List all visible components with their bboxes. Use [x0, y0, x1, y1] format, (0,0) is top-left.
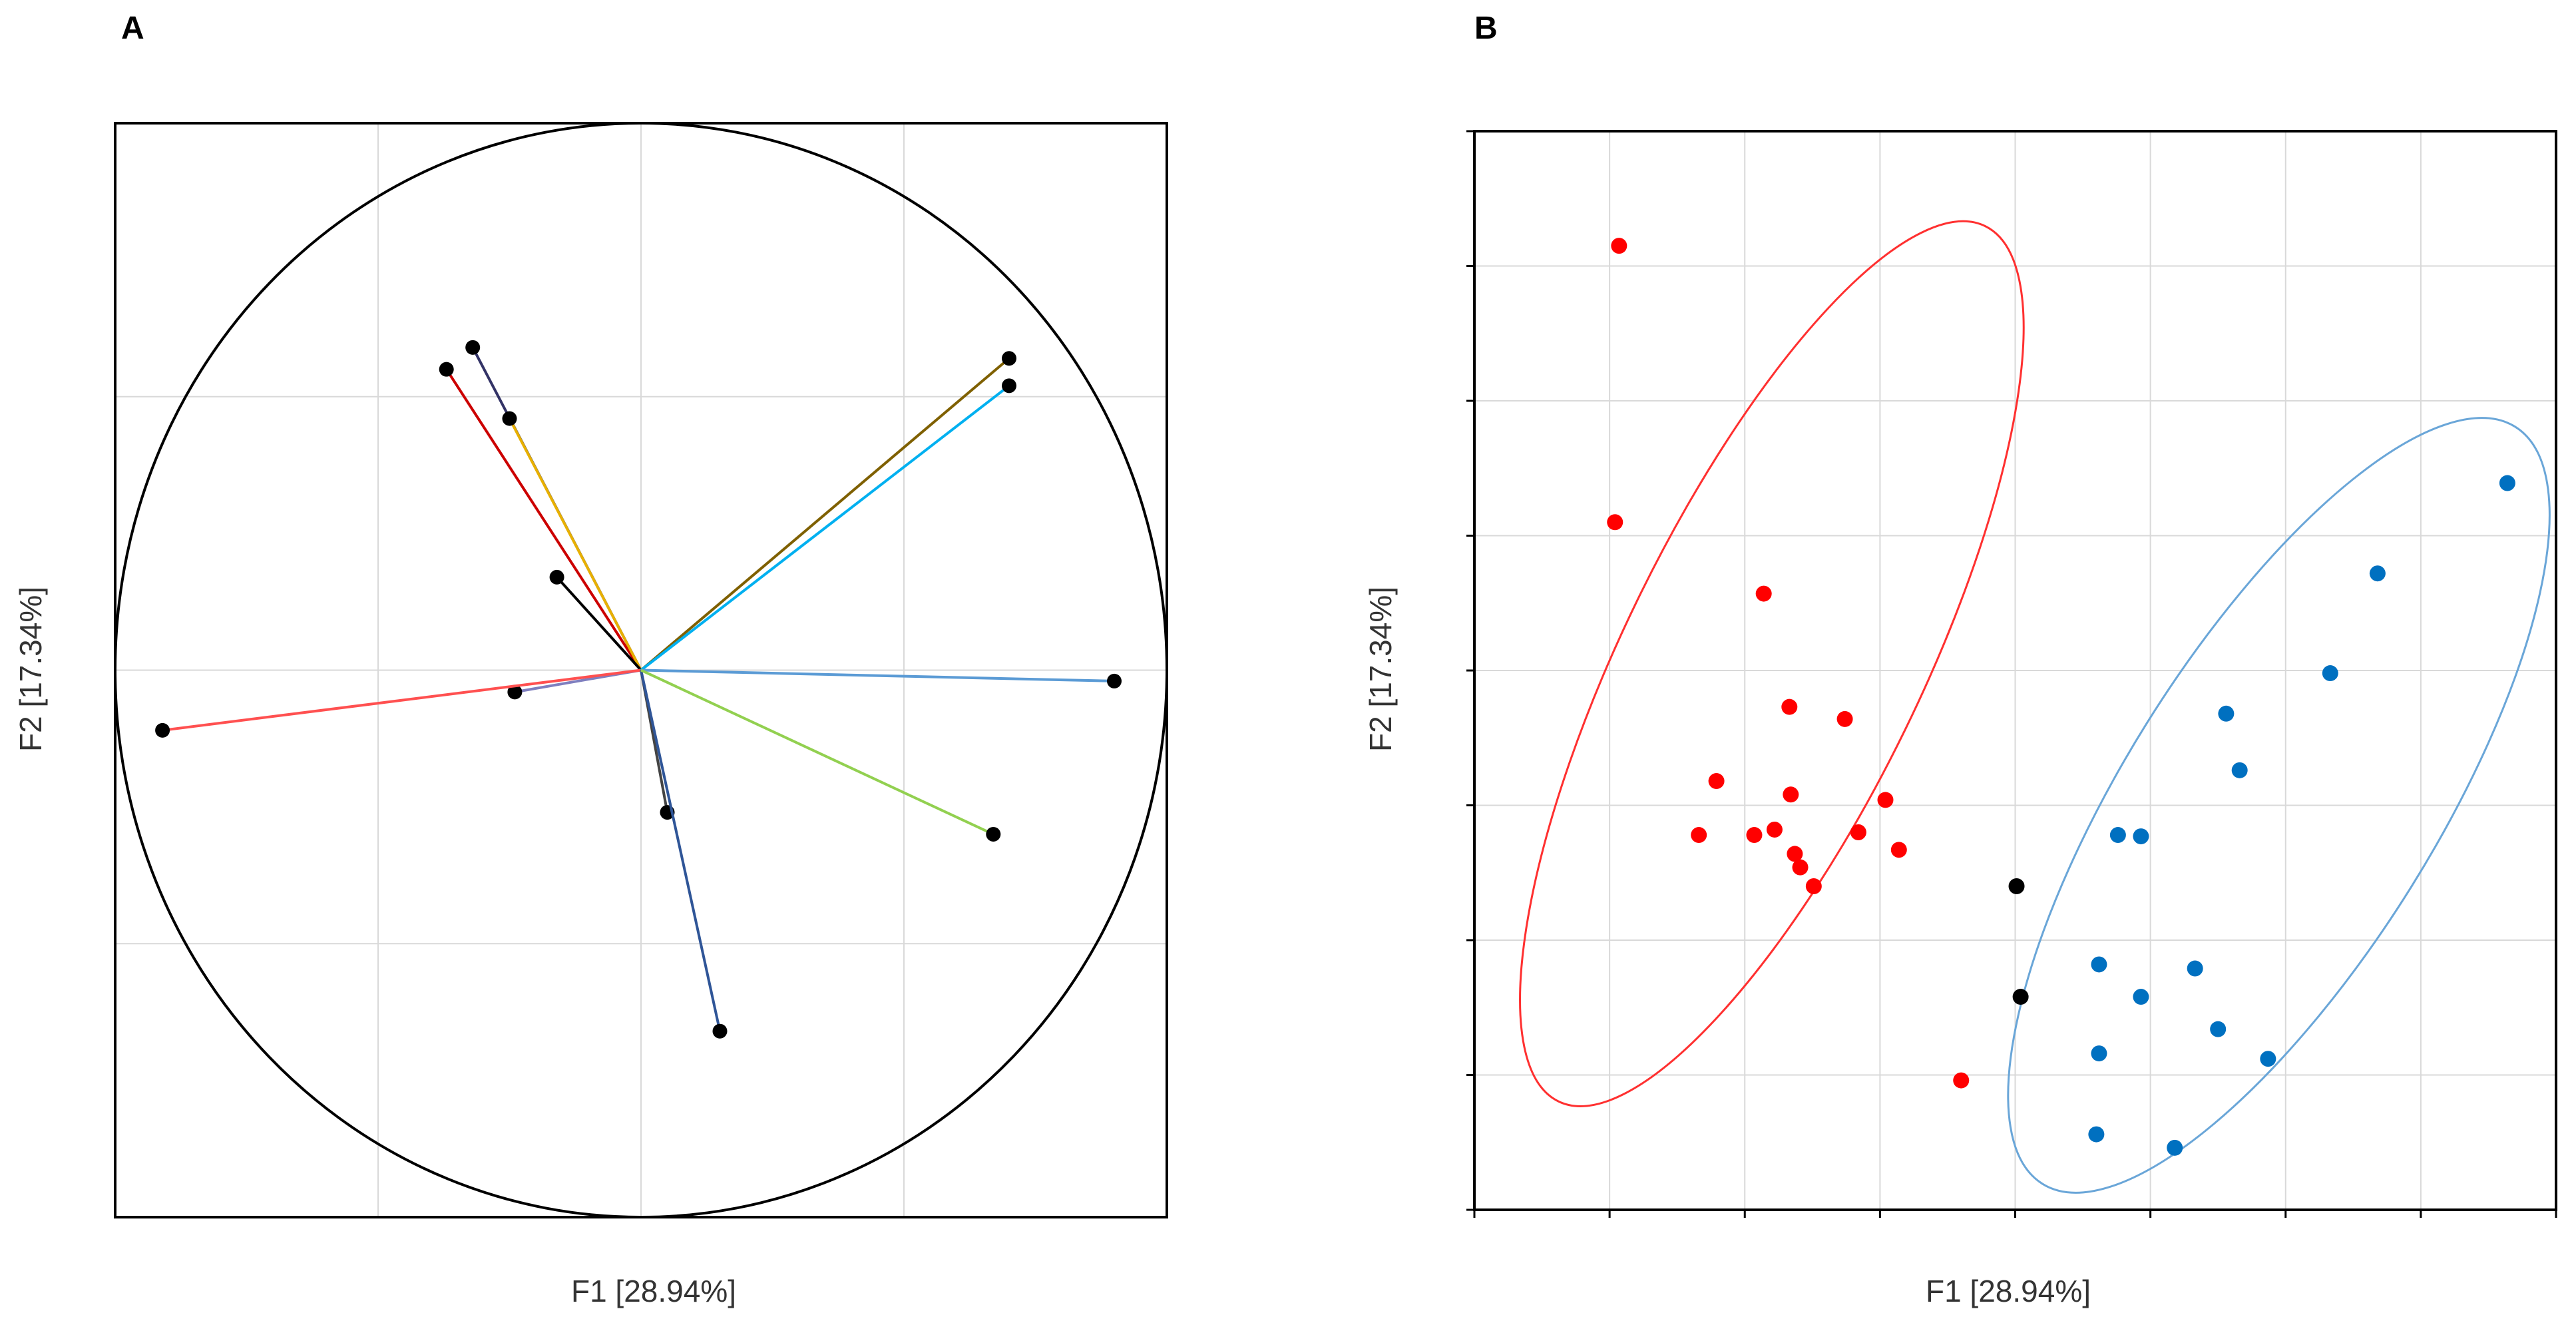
loading-vector	[162, 668, 642, 732]
data-point	[2499, 475, 2515, 491]
data-point	[2187, 960, 2203, 977]
loading-vector	[640, 668, 994, 836]
loading-point	[986, 826, 1001, 842]
data-point	[2210, 1021, 2227, 1037]
loading-vector	[556, 576, 642, 671]
loading-point	[502, 411, 517, 426]
data-point	[1746, 827, 1763, 844]
loading-point	[1107, 673, 1122, 688]
data-point	[2167, 1139, 2183, 1156]
data-point	[2322, 665, 2338, 682]
loading-vector	[640, 357, 1010, 672]
loading-vector	[640, 384, 1010, 672]
data-point	[1836, 710, 1853, 727]
panel-label-b: B	[1474, 11, 1498, 46]
data-point	[2133, 989, 2149, 1005]
data-point	[2008, 878, 2025, 894]
data-point	[1792, 859, 1809, 876]
data-point	[1781, 698, 1798, 715]
data-point	[1611, 238, 1627, 254]
loading-vector	[640, 668, 1115, 682]
data-point	[1953, 1072, 1970, 1089]
loading-vector	[640, 670, 722, 1032]
data-point	[2088, 1126, 2105, 1143]
data-point	[2109, 827, 2126, 844]
confidence-ellipse	[2007, 417, 2551, 1194]
data-point	[2260, 1051, 2276, 1067]
score-scatter-chart	[1466, 130, 2557, 1218]
data-point	[1755, 585, 1772, 602]
data-point	[2091, 1045, 2107, 1062]
x-axis-label-b: F1 [28.94%]	[1926, 1274, 2091, 1308]
data-point	[1787, 846, 1803, 862]
panel-label-a: A	[121, 11, 144, 46]
loading-point	[439, 362, 454, 377]
loading-point	[1002, 351, 1016, 366]
loading-point	[712, 1023, 728, 1039]
loading-point	[1002, 378, 1016, 394]
x-axis-label-a: F1 [28.94%]	[571, 1274, 736, 1308]
data-point	[1607, 514, 1623, 531]
correlation-circle-chart	[114, 122, 1168, 1218]
data-point	[1805, 878, 1822, 894]
data-point	[1783, 786, 1799, 803]
data-point	[2133, 828, 2149, 845]
data-point	[2091, 956, 2107, 973]
data-point	[2012, 989, 2029, 1005]
loading-point	[507, 684, 523, 700]
data-point	[1850, 824, 1866, 840]
loading-point	[155, 722, 170, 738]
data-point	[2218, 705, 2235, 722]
loading-vector	[445, 368, 642, 671]
data-point	[1877, 792, 1894, 808]
data-point	[1691, 827, 1707, 844]
loading-point	[549, 569, 564, 585]
loading-vector	[508, 417, 642, 671]
confidence-ellipse	[1519, 220, 2025, 1107]
data-point	[1708, 773, 1725, 790]
y-axis-label-a: F2 [17.34%]	[13, 587, 48, 752]
y-axis-label-b: F2 [17.34%]	[1363, 587, 1398, 752]
data-point	[2231, 762, 2248, 778]
data-point	[1766, 821, 1783, 838]
unit-circle	[114, 122, 1168, 1218]
data-point	[1890, 842, 1907, 858]
data-point	[2369, 565, 2386, 582]
loading-point	[465, 340, 481, 355]
